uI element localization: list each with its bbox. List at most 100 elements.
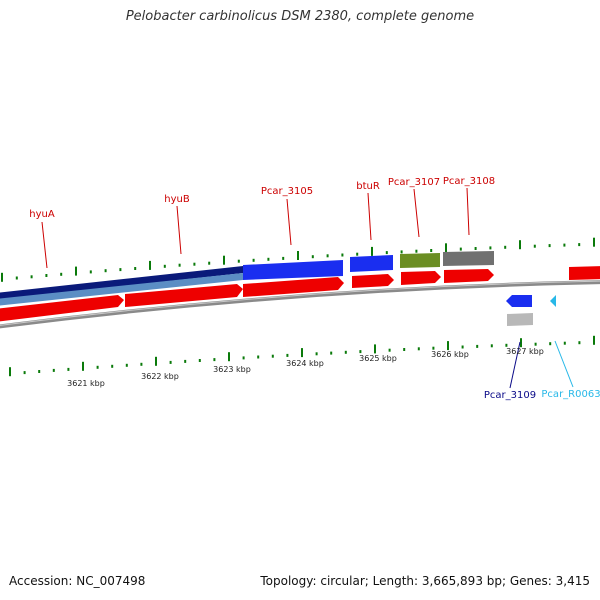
inner-tick <box>257 355 260 359</box>
topology-label: Topology: circular; Length: 3,665,893 bp… <box>260 574 590 588</box>
inner-tick <box>359 350 362 354</box>
kbp-label-3623: 3623 kbp <box>213 365 251 374</box>
gene-bar-btuR[interactable] <box>350 255 393 272</box>
cds-arrow-2[interactable] <box>125 284 243 307</box>
leader-pcar3105 <box>286 198 292 246</box>
genome-backbone-highlight <box>0 280 600 326</box>
cds-arrow-3[interactable] <box>243 277 344 297</box>
outer-tick <box>149 260 151 270</box>
label-pcar3108[interactable]: Pcar_3108 <box>443 176 495 187</box>
inner-tick <box>198 359 201 362</box>
inner-tick <box>213 358 216 362</box>
inner-tick <box>155 356 157 366</box>
outer-tick <box>356 252 359 256</box>
kbp-label-3622: 3622 kbp <box>141 372 179 381</box>
cds-arrow-4[interactable] <box>352 274 394 288</box>
inner-tick <box>432 346 435 350</box>
gene-bar-pcar3107[interactable] <box>400 253 440 268</box>
cds-arrow-7[interactable] <box>569 266 600 280</box>
outer-tick <box>430 249 433 252</box>
inner-tick <box>125 363 128 367</box>
inner-tick <box>96 365 99 369</box>
rna-pcarR0063[interactable] <box>550 295 556 307</box>
inner-tick <box>476 344 479 348</box>
inner-tick <box>38 370 41 373</box>
inner-tick <box>228 352 230 362</box>
inner-tick <box>111 364 114 368</box>
cds-arrow-6[interactable] <box>444 269 494 283</box>
label-pcar3105[interactable]: Pcar_3105 <box>261 186 313 197</box>
outer-tick <box>223 255 225 265</box>
outer-tick <box>252 258 255 262</box>
outer-tick <box>504 245 507 249</box>
label-pcar3107[interactable]: Pcar_3107 <box>388 177 440 188</box>
outer-tick <box>341 253 344 257</box>
inner-tick <box>578 341 581 345</box>
outer-tick <box>519 240 521 250</box>
outer-tick <box>311 255 314 259</box>
inner-tick <box>286 353 289 357</box>
inner-tick <box>344 350 347 354</box>
gene-bar-gray-reverse[interactable] <box>507 313 533 326</box>
leader-pcarR0063 <box>554 340 574 388</box>
label-pcar3109[interactable]: Pcar_3109 <box>484 390 536 401</box>
inner-tick <box>52 368 55 372</box>
inner-tick <box>593 335 595 345</box>
kbp-label-3621: 3621 kbp <box>67 379 105 388</box>
outer-tick-ring <box>1 237 595 282</box>
outer-tick <box>30 275 33 279</box>
inner-tick <box>315 352 318 356</box>
cds-arrow-1[interactable] <box>0 295 124 322</box>
outer-tick <box>134 267 137 270</box>
outer-tick <box>489 246 492 250</box>
gene-bar-pcar3105[interactable] <box>243 260 343 280</box>
outer-tick <box>385 251 388 255</box>
kbp-label-3627: 3627 kbp <box>506 347 544 356</box>
leader-hyuB <box>176 205 182 255</box>
inner-tick-ring <box>9 335 595 377</box>
outer-tick <box>371 246 373 256</box>
gene-bar-pcar3109[interactable] <box>506 295 532 307</box>
cds-arrow-5[interactable] <box>401 271 441 285</box>
leader-pcar3109 <box>509 341 521 389</box>
inner-tick <box>23 371 26 375</box>
outer-tick <box>119 268 122 272</box>
outer-tick <box>178 263 181 267</box>
inner-tick <box>534 342 537 346</box>
label-pcarR0063[interactable]: Pcar_R0063 <box>541 389 600 400</box>
leader-btuR <box>367 192 372 241</box>
outer-tick <box>193 262 196 266</box>
leader-pcar3108 <box>466 187 470 236</box>
gene-bar-pcar3108[interactable] <box>443 251 494 266</box>
outer-tick <box>208 261 211 265</box>
outer-tick <box>400 250 403 254</box>
map-title: Pelobacter carbinolicus DSM 2380, comple… <box>125 9 475 24</box>
outer-tick <box>163 264 166 268</box>
outer-tick <box>45 274 48 277</box>
outer-tick <box>474 247 477 250</box>
label-hyuA[interactable]: hyuA <box>29 209 55 220</box>
outer-tick <box>326 254 329 258</box>
label-hyuB[interactable]: hyuB <box>164 194 190 205</box>
outer-tick <box>445 243 447 253</box>
inner-tick <box>505 343 508 347</box>
gene-bar-hyuA[interactable] <box>0 266 243 300</box>
label-btuR[interactable]: btuR <box>356 181 380 192</box>
inner-tick <box>403 348 406 351</box>
outer-tick <box>15 276 18 280</box>
inner-tick <box>271 354 274 358</box>
outer-tick <box>89 270 92 274</box>
outer-tick <box>533 244 536 248</box>
leader-pcar3107 <box>413 188 420 238</box>
inner-tick <box>374 344 376 354</box>
outer-tick <box>104 269 107 273</box>
kbp-label-3626: 3626 kbp <box>431 350 469 359</box>
kbp-label-3624: 3624 kbp <box>286 359 324 368</box>
inner-tick <box>140 362 143 366</box>
outer-tick <box>282 256 285 260</box>
inner-tick <box>388 348 391 352</box>
gene-bar-hyuB[interactable] <box>0 273 243 306</box>
inner-tick <box>490 344 493 348</box>
inner-tick <box>447 341 449 351</box>
